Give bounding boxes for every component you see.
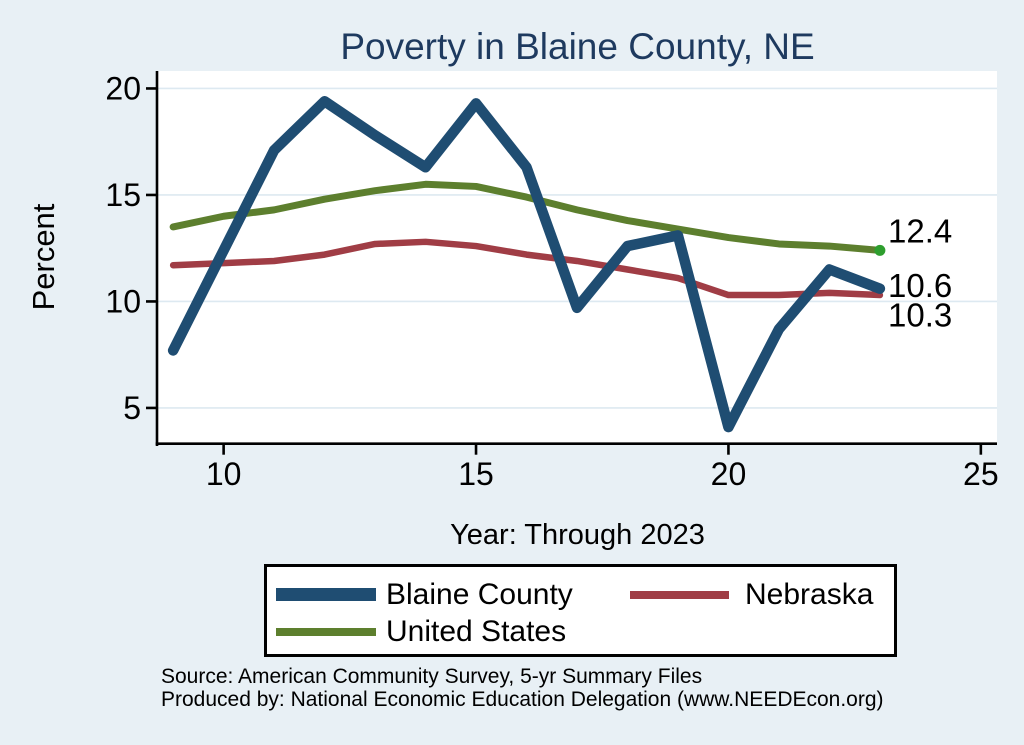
series-line-united-states xyxy=(169,180,884,254)
legend-swatch-blaine-county xyxy=(276,588,376,601)
series-end-marker-united-states xyxy=(874,244,886,256)
legend: Blaine County Nebraska United States xyxy=(264,564,897,657)
x-tick-label: 10 xyxy=(206,456,242,492)
source-line: Source: American Community Survey, 5-yr … xyxy=(161,665,703,688)
y-tick-label: 20 xyxy=(105,70,141,106)
series-line-blaine-county xyxy=(167,95,886,433)
produced-by-line: Produced by: National Economic Education… xyxy=(161,687,884,711)
legend-label-blaine-county: Blaine County xyxy=(386,578,573,611)
end-value-label: 10.3 xyxy=(888,297,952,334)
y-tick-label: 5 xyxy=(123,390,141,426)
x-tick-label: 20 xyxy=(711,456,747,492)
end-value-label: 10.6 xyxy=(888,267,952,304)
x-tick-label: 15 xyxy=(458,456,494,492)
source-note: Source: American Community Survey, 5-yr … xyxy=(161,665,884,711)
end-value-label: 12.4 xyxy=(888,212,952,249)
series-line-nebraska xyxy=(169,238,884,299)
y-tick-label: 15 xyxy=(105,177,141,213)
x-axis-title: Year: Through 2023 xyxy=(450,519,705,551)
legend-swatch-nebraska xyxy=(630,591,729,599)
chart-title: Poverty in Blaine County, NE xyxy=(340,26,815,67)
x-tick-label: 25 xyxy=(963,456,999,492)
legend-swatch-united-states xyxy=(276,628,376,636)
legend-label-nebraska: Nebraska xyxy=(745,578,874,611)
legend-label-united-states: United States xyxy=(386,615,567,648)
y-tick-label: 10 xyxy=(105,283,141,319)
